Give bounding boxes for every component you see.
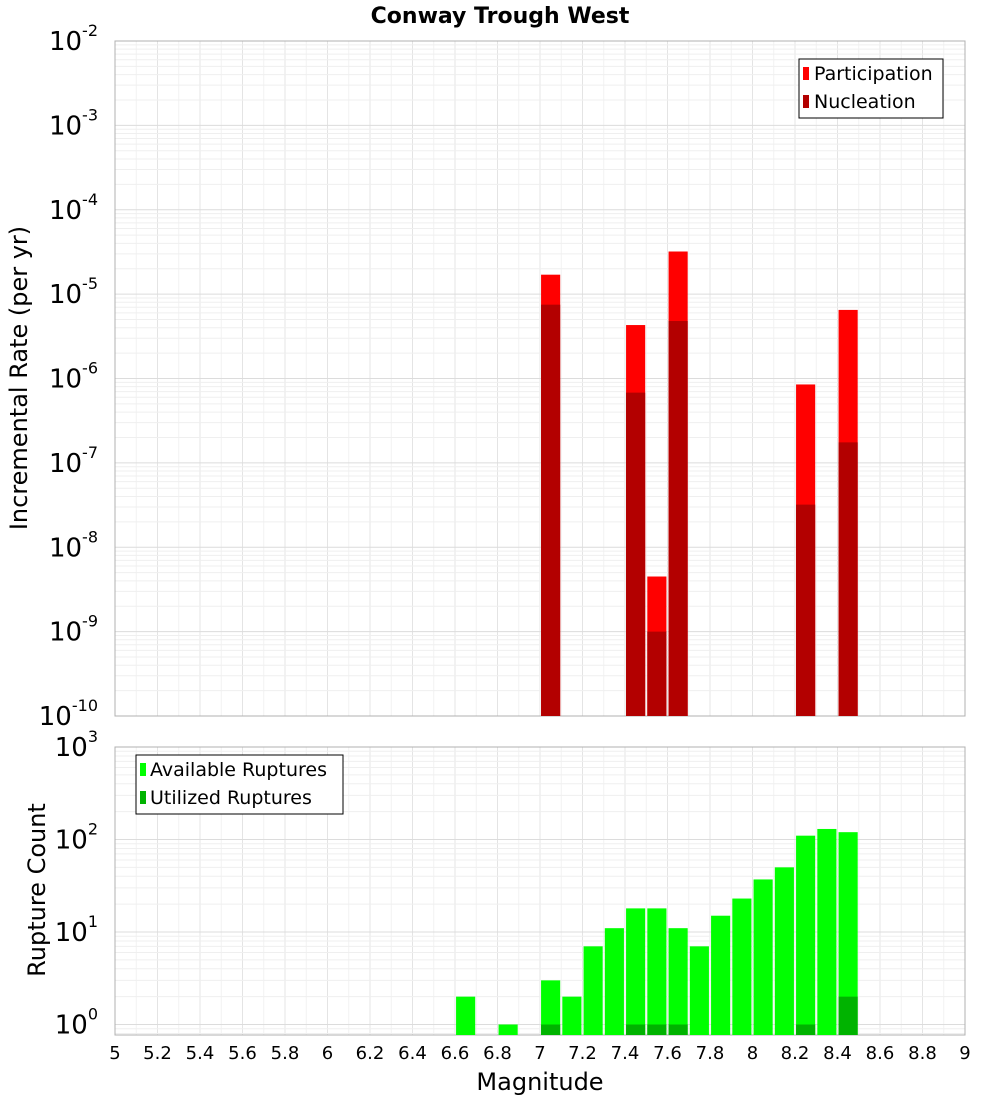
bottom-bar-available-ruptures-8.45 — [838, 832, 858, 1035]
bottom-legend: Available Ruptures Utilized Ruptures — [135, 754, 344, 815]
x-tick-label: 8.8 — [908, 1043, 937, 1064]
top-y-tick-label: 10-4 — [49, 190, 98, 226]
x-tick-label: 7.6 — [653, 1043, 682, 1064]
bottom-bar-available-ruptures-7.95 — [732, 898, 752, 1035]
legend-swatch-participation — [803, 67, 809, 80]
x-tick-label: 6.2 — [356, 1043, 385, 1064]
top-legend: Participation Nucleation — [798, 58, 944, 119]
bottom-bar-available-ruptures-7.35 — [604, 928, 624, 1035]
x-tick-labels: 5 5.2 5.4 5.6 5.8 6 6.2 6.4 6.6 6.8 7 7.2 7.4 7.6 7.8 8… — [109, 1043, 970, 1064]
top-y-tick-label: 10-8 — [49, 527, 98, 563]
top-y-tick-label: 10-3 — [49, 105, 98, 141]
top-y-tick-label: 10-10 — [39, 696, 98, 732]
bottom-bar-utilized-ruptures-7.65 — [668, 1024, 688, 1035]
top-bar-nucleation-7.45 — [626, 392, 646, 716]
legend-swatch-available-ruptures — [140, 763, 146, 776]
x-tick-label: 8.2 — [781, 1043, 810, 1064]
bottom-bar-available-ruptures-7.15 — [562, 996, 582, 1035]
x-tick-label: 7.4 — [611, 1043, 640, 1064]
top-y-tick-labels: 10-10 10-9 10-8 10-7 10-6 10-5 10-4 10-3 10-2 — [39, 21, 98, 732]
bottom-y-tick-label: 100 — [55, 1005, 98, 1041]
chart-title: Conway Trough West — [371, 4, 630, 29]
bottom-bar-available-ruptures-7.55 — [647, 908, 667, 1035]
bottom-bar-available-ruptures-7.65 — [668, 928, 688, 1035]
top-plot-area — [114, 40, 966, 717]
x-tick-label: 6.6 — [441, 1043, 470, 1064]
top-bar-nucleation-8.25 — [796, 504, 816, 716]
top-legend-box — [798, 58, 944, 119]
bottom-bar-available-ruptures-8.25 — [796, 835, 816, 1035]
top-y-tick-label: 10-7 — [49, 443, 98, 479]
x-tick-label: 5.4 — [186, 1043, 215, 1064]
x-axis-label: Magnitude — [476, 1068, 603, 1096]
x-tick-label: 8.6 — [866, 1043, 895, 1064]
bottom-legend-box — [135, 754, 344, 815]
top-bar-nucleation-7.65 — [668, 321, 688, 716]
bottom-bar-available-ruptures-8.35 — [817, 828, 837, 1035]
bottom-bar-utilized-ruptures-7.05 — [541, 1024, 561, 1035]
legend-swatch-utilized-ruptures — [140, 791, 146, 804]
x-tick-label: 6 — [322, 1043, 333, 1064]
top-y-axis-label: Incremental Rate (per yr) — [5, 226, 33, 530]
bottom-bar-available-ruptures-6.65 — [456, 996, 476, 1035]
bottom-y-tick-labels: 100 101 102 103 — [55, 727, 98, 1041]
bottom-bar-utilized-ruptures-7.55 — [647, 1024, 667, 1035]
top-bar-nucleation-8.45 — [838, 442, 858, 716]
top-y-tick-label: 10-9 — [49, 612, 98, 648]
x-tick-label: 8 — [747, 1043, 758, 1064]
bottom-bar-available-ruptures-8.05 — [753, 879, 773, 1035]
bottom-bar-available-ruptures-7.45 — [626, 908, 646, 1035]
x-tick-label: 7.8 — [696, 1043, 725, 1064]
legend-label-nucleation: Nucleation — [814, 91, 916, 113]
bottom-bar-available-ruptures-7.75 — [689, 946, 709, 1035]
bottom-y-tick-label: 102 — [55, 820, 98, 856]
x-tick-label: 5 — [109, 1043, 120, 1064]
x-tick-label: 5.8 — [271, 1043, 300, 1064]
bottom-bar-utilized-ruptures-8.25 — [796, 1024, 816, 1035]
x-tick-label: 7 — [534, 1043, 545, 1064]
x-tick-label: 9 — [959, 1043, 970, 1064]
x-tick-label: 7.2 — [568, 1043, 597, 1064]
top-bar-nucleation-7.55 — [647, 631, 667, 716]
top-y-tick-label: 10-2 — [49, 21, 98, 57]
bottom-y-axis-label: Rupture Count — [23, 803, 51, 977]
x-tick-label: 5.2 — [143, 1043, 172, 1064]
top-bar-nucleation-7.05 — [541, 304, 561, 716]
bottom-plot-area — [114, 746, 966, 1036]
legend-label-utilized-ruptures: Utilized Ruptures — [150, 787, 312, 809]
x-tick-label: 6.4 — [398, 1043, 427, 1064]
x-tick-label: 5.6 — [228, 1043, 257, 1064]
bottom-bar-utilized-ruptures-8.45 — [838, 996, 858, 1035]
bottom-y-tick-label: 103 — [55, 727, 98, 763]
bottom-bar-available-ruptures-7.05 — [541, 980, 561, 1035]
legend-label-participation: Participation — [814, 63, 933, 85]
legend-label-available-ruptures: Available Ruptures — [150, 759, 327, 781]
top-plot-bars — [541, 251, 858, 716]
top-y-tick-label: 10-6 — [49, 359, 98, 395]
bottom-bar-available-ruptures-7.85 — [711, 915, 731, 1035]
top-y-tick-label: 10-5 — [49, 274, 98, 310]
bottom-bar-available-ruptures-7.25 — [583, 946, 603, 1035]
x-tick-label: 6.8 — [483, 1043, 512, 1064]
legend-swatch-nucleation — [803, 95, 809, 108]
bottom-plot-bars — [456, 828, 858, 1035]
bottom-bar-available-ruptures-8.15 — [774, 867, 794, 1035]
bottom-y-tick-label: 101 — [55, 912, 98, 948]
bottom-bar-utilized-ruptures-7.45 — [626, 1024, 646, 1035]
x-tick-label: 8.4 — [823, 1043, 852, 1064]
bottom-bar-available-ruptures-6.85 — [498, 1024, 518, 1035]
top-plot-gridlines — [114, 40, 966, 717]
